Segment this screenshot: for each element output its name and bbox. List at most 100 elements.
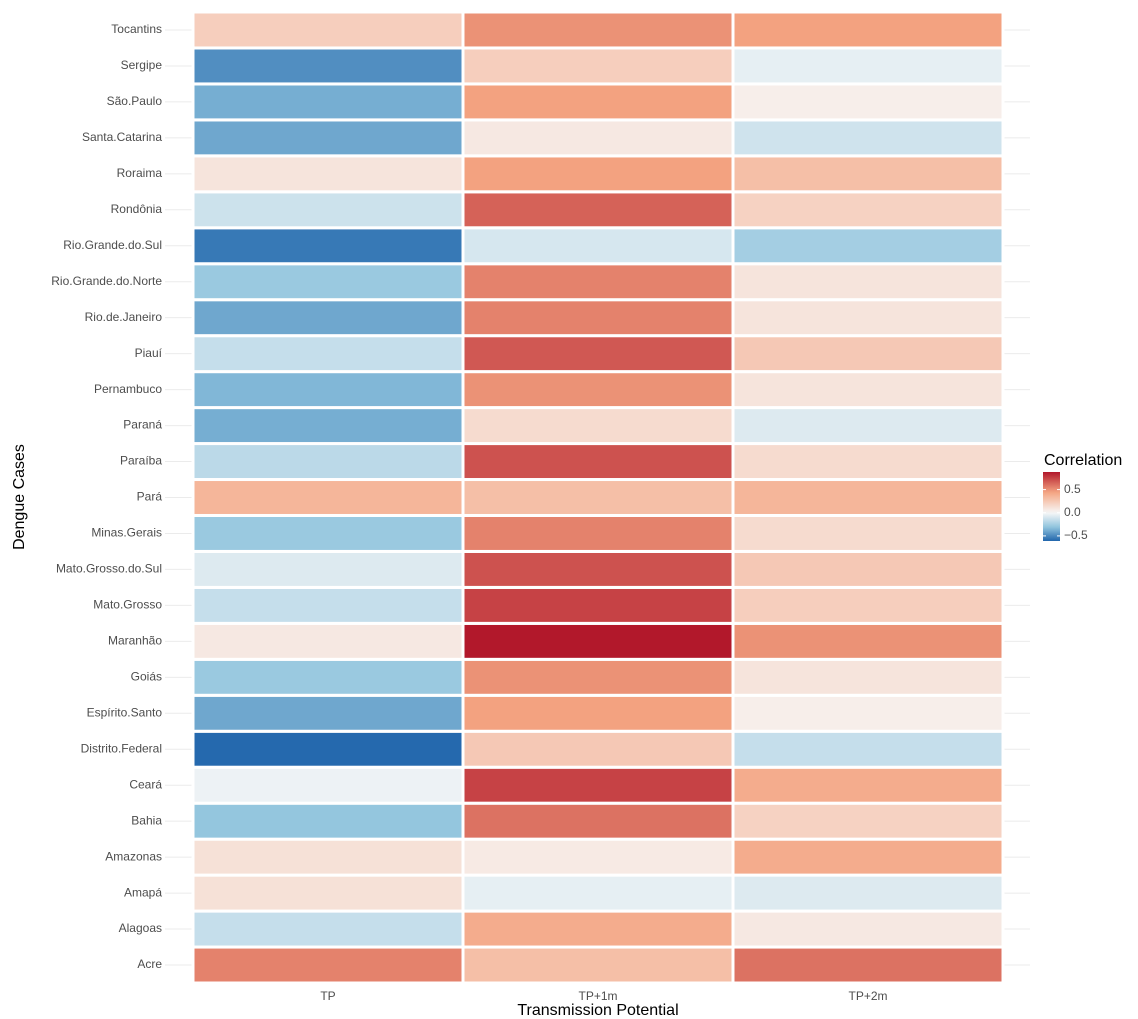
heat-cell — [731, 226, 1005, 266]
heat-cell — [461, 909, 735, 949]
heat-cell — [461, 298, 735, 338]
heat-cell — [731, 334, 1005, 374]
heat-cell — [731, 262, 1005, 302]
heat-cell — [731, 478, 1005, 517]
y-tick-label: Rio.Grande.do.Norte — [51, 274, 162, 288]
heat-cell — [191, 478, 465, 517]
y-tick-label: Rio.de.Janeiro — [85, 310, 163, 324]
heat-cell — [191, 298, 465, 338]
y-tick-label: Goiás — [131, 669, 162, 683]
heat-cell — [191, 406, 465, 446]
heat-cell — [461, 262, 735, 302]
heat-cell — [191, 549, 465, 589]
heat-cell — [191, 729, 465, 769]
y-tick-label: São.Paulo — [107, 94, 163, 108]
heat-cell — [731, 513, 1005, 553]
y-tick-label: Sergipe — [121, 58, 163, 72]
heat-cell — [731, 406, 1005, 446]
colorbar — [1043, 472, 1060, 541]
heat-cell — [191, 118, 465, 158]
heat-cell — [731, 945, 1005, 985]
y-tick-label: Espírito.Santo — [87, 705, 163, 719]
y-tick-label: Amapá — [124, 885, 162, 899]
heat-cell — [191, 46, 465, 86]
heat-cell — [461, 82, 735, 122]
x-axis-title: Transmission Potential — [517, 1002, 678, 1019]
heat-cell — [461, 837, 735, 877]
heat-cell — [461, 945, 735, 985]
heat-cell — [461, 873, 735, 913]
y-tick-label: Tocantins — [111, 22, 162, 36]
y-tick-label: Amazonas — [105, 849, 162, 863]
heat-cell — [191, 334, 465, 374]
heat-cell — [461, 154, 735, 194]
y-axis-title: Dengue Cases — [11, 444, 28, 550]
heat-cell — [191, 657, 465, 697]
heat-cell — [731, 442, 1005, 482]
heat-cell — [731, 693, 1005, 733]
y-tick-label: Paraíba — [120, 454, 162, 468]
heat-cell — [191, 262, 465, 302]
heat-cell — [461, 442, 735, 482]
heat-cell — [461, 118, 735, 158]
heat-cell — [461, 621, 735, 661]
heat-cell — [461, 226, 735, 266]
heat-cell — [731, 873, 1005, 913]
heat-cell — [461, 801, 735, 841]
y-tick-label: Minas.Gerais — [91, 526, 162, 540]
heat-cell — [731, 837, 1005, 877]
heat-cell — [731, 657, 1005, 697]
heat-cell — [731, 10, 1005, 50]
heat-cell — [731, 621, 1005, 661]
heat-cell — [191, 370, 465, 410]
heat-cell — [191, 693, 465, 733]
heat-cell — [731, 298, 1005, 338]
heat-cell — [461, 585, 735, 625]
y-tick-label: Mato.Grosso.do.Sul — [56, 562, 162, 576]
heat-cell — [191, 10, 465, 50]
heat-cell — [191, 585, 465, 625]
heat-cell — [461, 334, 735, 374]
heat-cell — [191, 154, 465, 194]
y-tick-label: Santa.Catarina — [82, 130, 162, 144]
y-tick-label: Piauí — [135, 346, 163, 360]
heat-cell — [191, 873, 465, 913]
heat-cell — [461, 190, 735, 230]
y-tick-label: Alagoas — [119, 921, 162, 935]
colorbar-tick-label: 0.5 — [1064, 482, 1081, 496]
y-tick-label: Pará — [137, 490, 163, 504]
heat-cell — [731, 82, 1005, 122]
y-tick-label: Distrito.Federal — [81, 741, 162, 755]
legend-title: Correlation — [1044, 452, 1122, 469]
heat-cell — [731, 154, 1005, 194]
y-tick-label: Rondônia — [111, 202, 163, 216]
heat-cell — [731, 801, 1005, 841]
heat-cell — [731, 585, 1005, 625]
heat-cell — [731, 729, 1005, 769]
x-tick-label: TP+2m — [848, 989, 887, 1003]
heat-cell — [191, 82, 465, 122]
y-tick-label: Pernambuco — [94, 382, 162, 396]
heat-cell — [731, 549, 1005, 589]
heat-cell — [191, 945, 465, 985]
heat-cell — [461, 765, 735, 805]
heat-cell — [461, 370, 735, 410]
y-tick-label: Acre — [137, 957, 162, 971]
heat-cell — [461, 549, 735, 589]
y-tick-label: Paraná — [123, 418, 162, 432]
heat-cell — [731, 370, 1005, 410]
heat-cell — [191, 801, 465, 841]
heat-cell — [731, 118, 1005, 158]
heat-cell — [191, 765, 465, 805]
heat-cell — [731, 190, 1005, 230]
colorbar-tick-label: −0.5 — [1064, 528, 1088, 542]
y-tick-label: Bahia — [131, 813, 162, 827]
x-tick-label: TP+1m — [578, 989, 617, 1003]
y-tick-label: Roraima — [117, 166, 163, 180]
y-tick-label: Mato.Grosso — [93, 598, 162, 612]
x-tick-label: TP — [320, 989, 335, 1003]
heat-cell — [191, 190, 465, 230]
heat-cell — [191, 909, 465, 949]
heat-cell — [461, 729, 735, 769]
